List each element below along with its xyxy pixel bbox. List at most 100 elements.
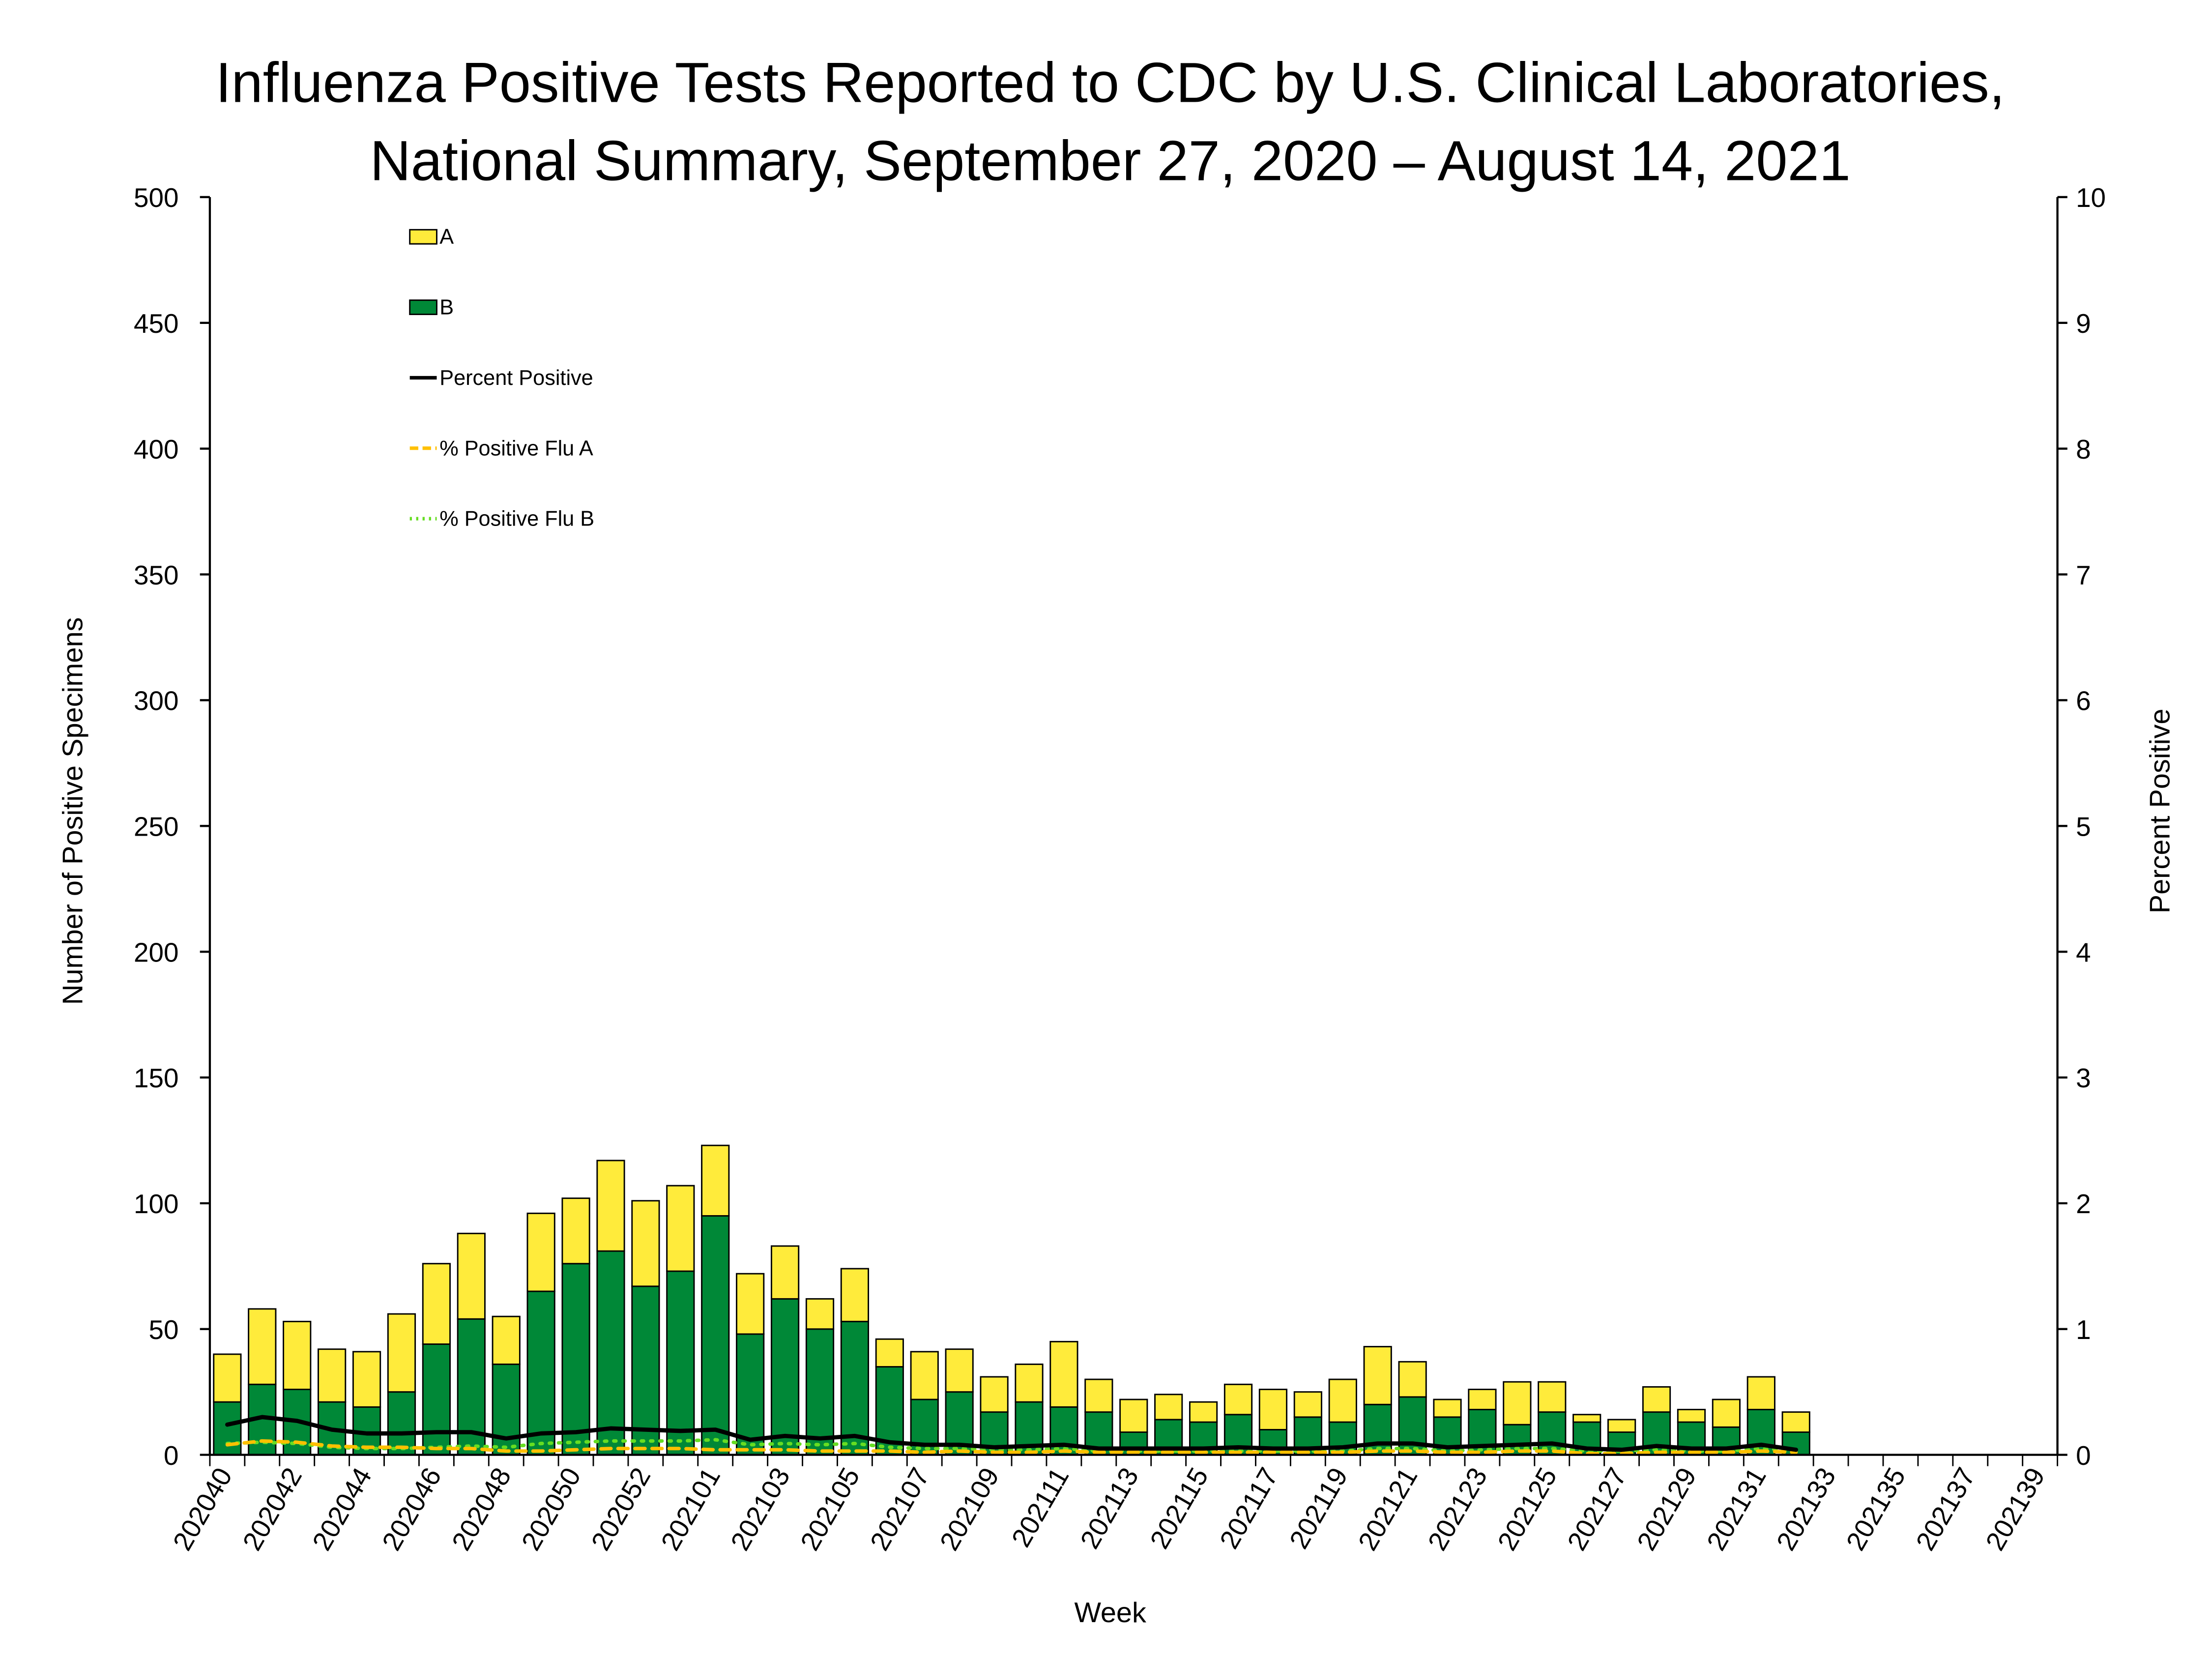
y2-tick-label: 2	[2076, 1189, 2091, 1219]
chart-title-line-1: Influenza Positive Tests Reported to CDC…	[216, 52, 2005, 115]
y-tick-label: 50	[149, 1314, 179, 1345]
bar-a-202040	[213, 1353, 242, 1403]
y2-tick-label: 0	[2076, 1440, 2091, 1471]
bar-a-202121	[1398, 1361, 1427, 1398]
y2-tick-label: 9	[2076, 308, 2091, 339]
bar-a-202131	[1746, 1376, 1775, 1410]
bar-a-202108	[945, 1348, 974, 1393]
bar-a-202101	[701, 1144, 730, 1217]
bar-b-202051	[596, 1250, 625, 1456]
legend-item-a: A	[409, 225, 454, 249]
bar-a-202124	[1503, 1381, 1532, 1426]
x-tick-label: 202113	[1074, 1462, 1144, 1554]
bars-layer	[213, 1144, 1810, 1456]
legend-item-b: B	[409, 296, 454, 320]
legend-label: Percent Positive	[439, 366, 593, 390]
x-tick-label: 202127	[1561, 1462, 1632, 1555]
x-tick-label: 202046	[376, 1462, 447, 1555]
bar-a-202105	[840, 1268, 870, 1322]
bar-a-202110	[1015, 1363, 1044, 1403]
y2-tick-label: 5	[2076, 811, 2091, 842]
legend-label: B	[439, 296, 454, 320]
line--positive-flu-a	[225, 1439, 1798, 1455]
bar-b-202048	[492, 1363, 521, 1456]
y-tick-label: 350	[134, 560, 178, 590]
bar-a-202047	[457, 1232, 486, 1320]
y-tick-label: 0	[164, 1440, 178, 1471]
x-tick-label: 202117	[1214, 1462, 1284, 1554]
bar-a-202046	[422, 1263, 451, 1345]
x-tick-label: 202042	[236, 1462, 308, 1555]
bar-a-202048	[492, 1315, 521, 1365]
y-tick-label: 250	[134, 811, 178, 842]
bar-a-202118	[1293, 1391, 1322, 1418]
bar-b-202101	[701, 1215, 730, 1456]
y2-tick-label: 10	[2076, 182, 2106, 213]
bar-a-202130	[1712, 1398, 1741, 1428]
x-tick-label: 202103	[725, 1462, 796, 1555]
legend-item--positive-flu-a: % Positive Flu A	[409, 437, 593, 460]
x-tick-label: 202125	[1491, 1462, 1563, 1555]
bar-a-202125	[1538, 1381, 1567, 1413]
bar-a-202052	[631, 1200, 660, 1287]
x-tick-label: 202129	[1631, 1462, 1702, 1555]
y2-axis-label: Percent Positive	[2144, 709, 2176, 914]
bar-a-202113	[1119, 1398, 1148, 1433]
bar-b-202046	[422, 1343, 451, 1456]
x-tick-label: 202133	[1770, 1462, 1841, 1555]
bar-a-202111	[1049, 1340, 1078, 1408]
line--positive-flu-b	[225, 1438, 1798, 1453]
y-tick-label: 400	[134, 434, 178, 465]
x-tick-label: 202101	[655, 1462, 726, 1555]
bar-a-202117	[1258, 1389, 1288, 1430]
bar-a-202053	[666, 1185, 695, 1272]
legend-swatch	[409, 229, 437, 245]
x-tick-label: 202040	[167, 1462, 238, 1555]
legend: A B Percent Positive % Positive Flu A % Posi…	[409, 225, 594, 531]
legend-swatch	[409, 299, 437, 315]
x-tick-label: 202123	[1422, 1462, 1493, 1555]
bar-b-202040	[213, 1401, 242, 1456]
bar-b-202045	[387, 1391, 416, 1456]
x-tick-label: 202135	[1840, 1462, 1911, 1555]
bar-a-202042	[283, 1320, 312, 1391]
y-tick-label: 200	[134, 937, 178, 967]
bar-a-202049	[526, 1212, 555, 1292]
x-tick-label: 202119	[1283, 1462, 1354, 1554]
x-tick-label: 202139	[1979, 1462, 2051, 1555]
bar-a-202114	[1154, 1394, 1183, 1421]
bar-a-202123	[1468, 1389, 1497, 1410]
x-tick-label: 202115	[1144, 1462, 1214, 1554]
x-tick-label: 202111	[1005, 1462, 1075, 1552]
bar-b-202104	[805, 1328, 835, 1456]
bar-a-202126	[1572, 1414, 1601, 1423]
x-tick-label: 202048	[446, 1462, 517, 1555]
bar-a-202103	[770, 1245, 800, 1300]
bar-a-202043	[318, 1348, 347, 1403]
y2-tick-label: 6	[2076, 686, 2091, 716]
y2-tick-label: 8	[2076, 434, 2091, 465]
bar-b-202050	[561, 1263, 590, 1456]
x-tick-label: 202050	[515, 1462, 586, 1555]
chart-title-line-2: National Summary, September 27, 2020 – A…	[370, 129, 1850, 192]
legend-item-percent-positive: Percent Positive	[409, 366, 593, 390]
x-tick-label: 202121	[1352, 1462, 1423, 1555]
x-axis-label: Week	[1074, 1597, 1146, 1629]
bar-a-202051	[596, 1160, 625, 1252]
bar-a-202109	[980, 1376, 1009, 1413]
bar-a-202107	[910, 1351, 939, 1400]
x-tick-label: 202105	[794, 1462, 866, 1555]
bar-a-202120	[1363, 1346, 1392, 1405]
x-tick-label: 202109	[933, 1462, 1005, 1555]
bar-a-202044	[352, 1351, 381, 1408]
legend-label: % Positive Flu B	[439, 507, 594, 531]
bar-a-202050	[561, 1197, 590, 1265]
y2-tick-label: 7	[2076, 560, 2091, 590]
y-tick-label: 450	[134, 308, 178, 339]
bar-b-202103	[770, 1298, 800, 1456]
x-tick-label: 202052	[585, 1462, 656, 1555]
bar-a-202119	[1328, 1378, 1357, 1423]
lines-layer	[225, 1415, 1799, 1455]
y2-tick-label: 3	[2076, 1063, 2091, 1093]
